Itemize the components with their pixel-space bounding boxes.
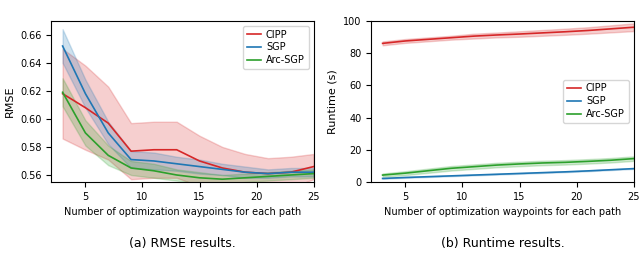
SGP — [173, 162, 180, 165]
SGP — [561, 170, 569, 173]
CIPP — [150, 148, 157, 151]
SGP — [104, 131, 112, 134]
Legend: CIPP, SGP, Arc-SGP: CIPP, SGP, Arc-SGP — [563, 80, 628, 123]
CIPP — [538, 31, 546, 35]
Arc-SGP — [218, 178, 226, 181]
CIPP — [493, 34, 500, 37]
CIPP — [81, 106, 89, 109]
Arc-SGP — [127, 166, 135, 170]
SGP — [150, 159, 157, 162]
Arc-SGP — [630, 157, 637, 160]
Arc-SGP — [264, 175, 272, 178]
SGP — [401, 176, 409, 179]
Arc-SGP — [538, 161, 546, 165]
SGP — [264, 172, 272, 175]
Arc-SGP — [561, 161, 569, 164]
CIPP — [173, 148, 180, 151]
Arc-SGP — [447, 167, 455, 170]
Arc-SGP — [310, 172, 317, 175]
SGP — [424, 175, 432, 178]
SGP — [310, 171, 317, 174]
CIPP — [516, 32, 524, 36]
SGP — [196, 165, 204, 168]
Line: CIPP: CIPP — [63, 94, 314, 174]
CIPP — [127, 150, 135, 153]
Line: Arc-SGP: Arc-SGP — [63, 92, 314, 179]
CIPP — [59, 92, 67, 95]
Arc-SGP — [150, 169, 157, 172]
CIPP — [424, 38, 432, 41]
CIPP — [584, 29, 592, 32]
CIPP — [310, 165, 317, 168]
Y-axis label: Runtime (s): Runtime (s) — [328, 69, 337, 134]
Line: CIPP: CIPP — [383, 27, 634, 43]
X-axis label: Number of optimization waypoints for each path: Number of optimization waypoints for eac… — [384, 207, 621, 217]
SGP — [287, 171, 294, 174]
SGP — [241, 171, 249, 174]
SGP — [447, 174, 455, 177]
CIPP — [287, 171, 294, 174]
Arc-SGP — [607, 159, 614, 162]
CIPP — [104, 122, 112, 125]
Arc-SGP — [401, 172, 409, 175]
Arc-SGP — [81, 131, 89, 134]
Text: (a) RMSE results.: (a) RMSE results. — [129, 237, 236, 250]
Text: (b) Runtime results.: (b) Runtime results. — [440, 237, 564, 250]
X-axis label: Number of optimization waypoints for each path: Number of optimization waypoints for eac… — [64, 207, 301, 217]
CIPP — [447, 36, 455, 39]
SGP — [607, 168, 614, 171]
SGP — [516, 172, 524, 175]
Arc-SGP — [379, 173, 387, 177]
CIPP — [196, 159, 204, 162]
SGP — [470, 173, 477, 177]
CIPP — [630, 26, 637, 29]
Line: Arc-SGP: Arc-SGP — [383, 159, 634, 175]
Legend: CIPP, SGP, Arc-SGP: CIPP, SGP, Arc-SGP — [243, 26, 308, 69]
SGP — [218, 168, 226, 171]
Line: SGP: SGP — [63, 46, 314, 174]
Arc-SGP — [516, 162, 524, 166]
Y-axis label: RMSE: RMSE — [4, 86, 15, 117]
Line: SGP: SGP — [383, 169, 634, 178]
SGP — [379, 177, 387, 180]
CIPP — [218, 166, 226, 170]
CIPP — [561, 30, 569, 33]
CIPP — [264, 172, 272, 175]
SGP — [81, 92, 89, 95]
Arc-SGP — [470, 165, 477, 168]
SGP — [538, 171, 546, 174]
Arc-SGP — [287, 173, 294, 177]
CIPP — [401, 39, 409, 42]
SGP — [493, 173, 500, 176]
Arc-SGP — [241, 176, 249, 179]
SGP — [59, 44, 67, 48]
CIPP — [470, 35, 477, 38]
Arc-SGP — [424, 169, 432, 172]
SGP — [127, 158, 135, 161]
Arc-SGP — [59, 91, 67, 94]
SGP — [584, 169, 592, 172]
SGP — [630, 167, 637, 170]
Arc-SGP — [493, 164, 500, 167]
Arc-SGP — [173, 173, 180, 177]
Arc-SGP — [104, 154, 112, 157]
CIPP — [379, 42, 387, 45]
Arc-SGP — [196, 176, 204, 179]
CIPP — [241, 171, 249, 174]
CIPP — [607, 27, 614, 30]
Arc-SGP — [584, 160, 592, 163]
